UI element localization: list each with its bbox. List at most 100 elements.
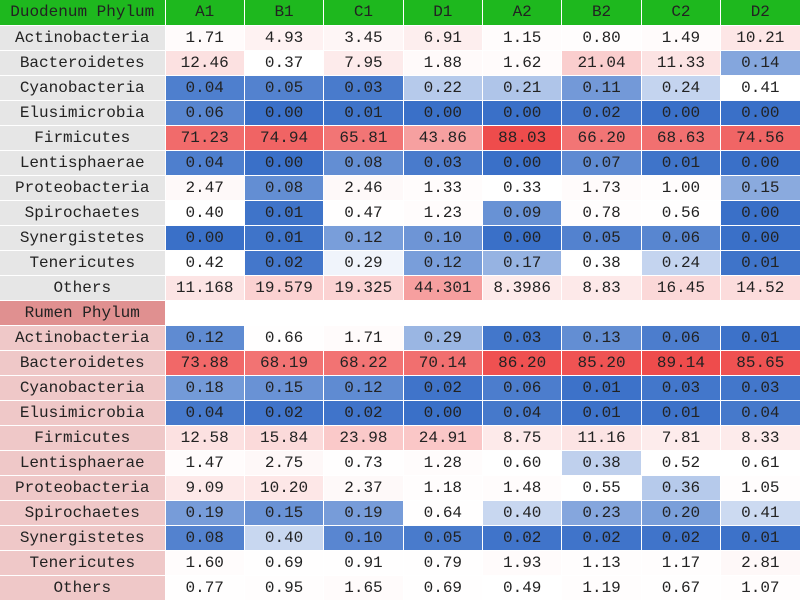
heatmap-cell: 0.12: [323, 225, 404, 251]
heatmap-cell: 14.52: [720, 275, 800, 301]
row-label: Lentisphaerae: [0, 150, 166, 176]
heatmap-cell: 1.33: [403, 175, 484, 201]
heatmap-cell: 0.69: [403, 575, 484, 601]
heatmap-cell: 0.00: [720, 200, 800, 226]
section-title: Rumen Phylum: [0, 300, 166, 326]
heatmap-cell: 1.73: [561, 175, 642, 201]
row-label: Spirochaetes: [0, 200, 166, 226]
heatmap-cell: 73.88: [165, 350, 245, 376]
heatmap-cell: 0.08: [323, 150, 404, 176]
heatmap-cell: 0.11: [561, 75, 642, 101]
heatmap-cell: 0.13: [561, 325, 642, 351]
heatmap-cell: 0.00: [244, 100, 325, 126]
heatmap-cell: 0.24: [641, 250, 722, 276]
heatmap-cell: 1.65: [323, 575, 404, 601]
heatmap-cell: 15.84: [244, 425, 325, 451]
row-label: Elusimicrobia: [0, 400, 166, 426]
heatmap-cell: 0.01: [323, 100, 404, 126]
heatmap-cell: 0.02: [244, 250, 325, 276]
heatmap-cell: 0.12: [165, 325, 245, 351]
heatmap-cell: 8.75: [482, 425, 563, 451]
heatmap-cell: 1.05: [720, 475, 800, 501]
heatmap-cell: 0.03: [482, 325, 563, 351]
heatmap-cell: 0.02: [482, 525, 563, 551]
heatmap-cell: 68.22: [323, 350, 404, 376]
heatmap-cell: 0.10: [323, 525, 404, 551]
heatmap-cell: 0.52: [641, 450, 722, 476]
header-spacer: [323, 300, 404, 326]
heatmap-cell: 0.12: [323, 375, 404, 401]
heatmap-cell: 0.01: [720, 525, 800, 551]
heatmap-cell: 2.81: [720, 550, 800, 576]
heatmap-cell: 0.14: [720, 50, 800, 76]
heatmap-row: Bacteroidetes 73.88 68.19 68.22 70.14 86.20 85…: [0, 350, 800, 376]
heatmap-cell: 0.69: [244, 550, 325, 576]
heatmap-cell: 0.02: [323, 400, 404, 426]
column-header: A1: [165, 0, 245, 26]
heatmap-cell: 0.01: [720, 250, 800, 276]
heatmap-cell: 1.93: [482, 550, 563, 576]
heatmap-cell: 1.17: [641, 550, 722, 576]
heatmap-cell: 9.09: [165, 475, 245, 501]
row-label: Proteobacteria: [0, 475, 166, 501]
heatmap-cell: 12.58: [165, 425, 245, 451]
heatmap-cell: 0.01: [561, 375, 642, 401]
heatmap-cell: 0.40: [244, 525, 325, 551]
heatmap-cell: 0.47: [323, 200, 404, 226]
heatmap-cell: 43.86: [403, 125, 484, 151]
heatmap-cell: 0.00: [403, 100, 484, 126]
heatmap-cell: 8.3986: [482, 275, 563, 301]
row-label: Lentisphaerae: [0, 450, 166, 476]
heatmap-row: Synergistetes 0.00 0.01 0.12 0.10 0.00 0.05 0.0…: [0, 225, 800, 251]
heatmap-cell: 2.75: [244, 450, 325, 476]
heatmap-cell: 0.15: [720, 175, 800, 201]
heatmap-cell: 0.40: [482, 500, 563, 526]
heatmap-cell: 1.88: [403, 50, 484, 76]
heatmap-cell: 0.01: [244, 200, 325, 226]
heatmap-row: Tenericutes 0.42 0.02 0.29 0.12 0.17 0.38 0.24 0…: [0, 250, 800, 276]
heatmap-cell: 10.20: [244, 475, 325, 501]
column-header: B2: [561, 0, 642, 26]
heatmap-cell: 1.15: [482, 25, 563, 51]
heatmap-cell: 0.04: [720, 400, 800, 426]
heatmap-cell: 0.19: [165, 500, 245, 526]
heatmap-row: Actinobacteria 1.71 4.93 3.45 6.91 1.15 0.80 1.…: [0, 25, 800, 51]
section-header-row: Rumen Phylum: [0, 300, 800, 326]
heatmap-cell: 0.00: [244, 150, 325, 176]
heatmap-row: Spirochaetes 0.19 0.15 0.19 0.64 0.40 0.23 0.20…: [0, 500, 800, 526]
heatmap-cell: 0.01: [641, 400, 722, 426]
heatmap-cell: 0.36: [641, 475, 722, 501]
heatmap-cell: 8.83: [561, 275, 642, 301]
heatmap-cell: 0.77: [165, 575, 245, 601]
heatmap-cell: 74.94: [244, 125, 325, 151]
heatmap-cell: 0.00: [720, 150, 800, 176]
heatmap-cell: 0.02: [244, 400, 325, 426]
heatmap-cell: 0.56: [641, 200, 722, 226]
heatmap-cell: 19.325: [323, 275, 404, 301]
heatmap-cell: 10.21: [720, 25, 800, 51]
heatmap-cell: 65.81: [323, 125, 404, 151]
heatmap-cell: 0.29: [323, 250, 404, 276]
heatmap-row: Tenericutes 1.60 0.69 0.91 0.79 1.93 1.13 1.17 2…: [0, 550, 800, 576]
heatmap-cell: 0.00: [720, 225, 800, 251]
heatmap-cell: 0.00: [482, 225, 563, 251]
heatmap-cell: 0.01: [720, 325, 800, 351]
heatmap-cell: 0.02: [561, 100, 642, 126]
heatmap-cell: 0.15: [244, 375, 325, 401]
heatmap-row: Cyanobacteria 0.04 0.05 0.03 0.22 0.21 0.11 0.2…: [0, 75, 800, 101]
heatmap-cell: 0.01: [244, 225, 325, 251]
heatmap-row: Spirochaetes 0.40 0.01 0.47 1.23 0.09 0.78 0.56…: [0, 200, 800, 226]
column-header: D2: [720, 0, 800, 26]
heatmap-cell: 1.71: [165, 25, 245, 51]
heatmap-cell: 0.41: [720, 500, 800, 526]
heatmap-cell: 68.63: [641, 125, 722, 151]
heatmap-cell: 0.06: [482, 375, 563, 401]
heatmap-cell: 86.20: [482, 350, 563, 376]
row-label: Spirochaetes: [0, 500, 166, 526]
heatmap-cell: 0.02: [641, 525, 722, 551]
heatmap-cell: 7.95: [323, 50, 404, 76]
heatmap-cell: 0.19: [323, 500, 404, 526]
heatmap-cell: 0.01: [561, 400, 642, 426]
row-label: Others: [0, 275, 166, 301]
heatmap-cell: 1.60: [165, 550, 245, 576]
